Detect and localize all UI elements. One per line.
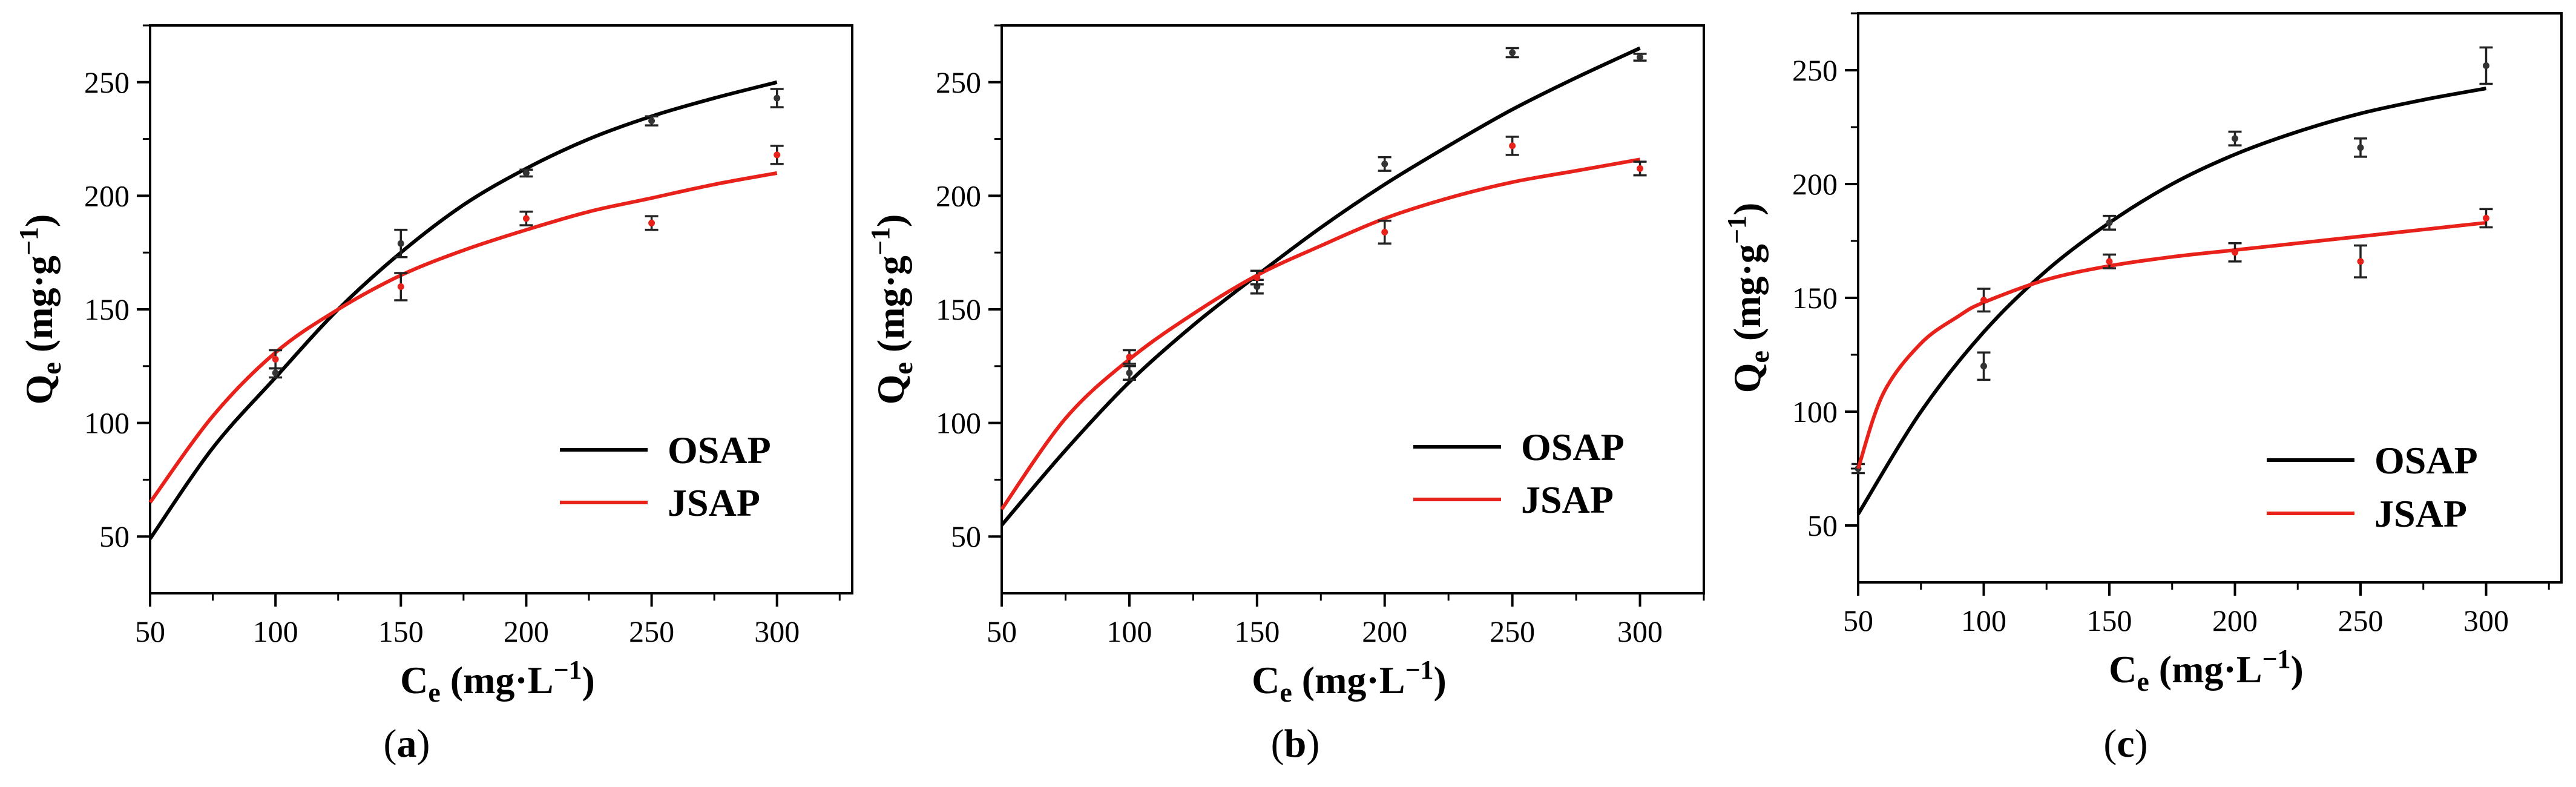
x-tick-label: 150 (2087, 604, 2132, 637)
legend-label-jsap: JSAP (1521, 478, 1614, 521)
legend-label-osap: OSAP (2374, 439, 2478, 482)
data-point-osap (1126, 369, 1133, 377)
x-axis-title: Ce (mg·L−1) (400, 655, 595, 708)
fit-line-osap (148, 80, 778, 540)
y-tick-label: 100 (936, 406, 981, 440)
data-point-jsap (1381, 228, 1388, 235)
data-point-osap (1637, 54, 1644, 61)
fit-line-osap (1000, 46, 1641, 527)
data-point-jsap (2357, 258, 2364, 265)
data-point-jsap (1254, 274, 1261, 281)
series-jsap (1000, 136, 1647, 510)
x-tick-label: 50 (1843, 604, 1873, 637)
chart-panel-b: 50 100 150 200 250 300 50 100 150 200 250 OSAP JSAP C… (866, 24, 1705, 766)
data-point-osap (397, 240, 404, 247)
x-tick-label: 200 (504, 614, 549, 648)
legend-label-osap: OSAP (668, 429, 771, 472)
y-axis-title: Qe (mg·g−1) (866, 214, 918, 405)
x-tick-label: 100 (1106, 614, 1152, 648)
x-axis-title: Ce (mg·L−1) (2109, 644, 2304, 697)
data-point-osap (648, 117, 656, 125)
fit-line-osap (1856, 87, 2487, 515)
data-point-osap (1381, 160, 1388, 168)
data-point-jsap (1126, 354, 1133, 361)
legend-label-jsap: JSAP (2374, 492, 2467, 535)
x-tick-label: 50 (135, 614, 165, 648)
fit-line-jsap (1856, 220, 2486, 469)
series-osap (148, 80, 784, 540)
y-tick-label: 50 (1807, 509, 1838, 542)
y-tick-label: 250 (936, 65, 981, 99)
series-osap (1852, 46, 2493, 515)
data-point-jsap (1637, 165, 1644, 172)
y-tick-label: 200 (1792, 167, 1838, 201)
panel-caption: (c) (2103, 722, 2147, 766)
y-tick-label: 50 (951, 519, 981, 553)
data-point-osap (522, 170, 530, 177)
y-axis-title: Qe (mg·g−1) (14, 214, 67, 405)
data-point-osap (2232, 135, 2238, 142)
x-tick-label: 300 (754, 614, 800, 648)
chart-panel-a: 50 100 150 200 250 300 50 100 150 200 250 OSAP JSAP C… (14, 24, 853, 766)
y-tick-label: 100 (84, 406, 130, 440)
x-tick-label: 150 (378, 614, 424, 648)
panel-caption: (b) (1271, 722, 1320, 766)
x-tick-label: 300 (1617, 614, 1663, 648)
data-point-osap (2483, 62, 2489, 69)
x-tick-label: 250 (2338, 604, 2384, 637)
series-jsap (148, 145, 784, 504)
data-point-jsap (1980, 297, 1987, 304)
panel-caption: (a) (384, 722, 430, 766)
data-point-jsap (774, 151, 781, 159)
x-tick-label: 150 (1234, 614, 1280, 648)
data-point-osap (774, 94, 781, 102)
x-tick-label: 200 (2212, 604, 2258, 637)
chart-panel-c: 50 100 150 200 250 300 50 100 150 200 250 OSAP JSAP C… (1722, 12, 2563, 766)
x-tick-label: 50 (987, 614, 1017, 648)
data-point-osap (1980, 363, 1987, 370)
x-tick-label: 250 (629, 614, 674, 648)
x-tick-label: 100 (253, 614, 298, 648)
data-point-jsap (2232, 249, 2238, 256)
data-point-osap (2106, 219, 2113, 226)
data-point-jsap (272, 356, 279, 363)
legend-label-jsap: JSAP (668, 481, 760, 524)
x-tick-label: 100 (1961, 604, 2006, 637)
y-tick-label: 250 (1792, 53, 1838, 87)
x-tick-label: 300 (2463, 604, 2509, 637)
data-point-jsap (2106, 258, 2113, 265)
y-tick-label: 100 (1792, 395, 1838, 429)
fit-line-jsap (1000, 157, 1641, 510)
data-point-jsap (1509, 142, 1516, 150)
y-tick-label: 150 (936, 292, 981, 326)
y-tick-label: 50 (99, 519, 130, 553)
y-tick-label: 200 (936, 179, 981, 212)
legend-label-osap: OSAP (1521, 426, 1625, 469)
y-axis-title: Qe (mg·g−1) (1722, 203, 1775, 394)
data-point-jsap (2483, 214, 2489, 222)
y-tick-label: 150 (84, 292, 130, 326)
data-point-jsap (522, 215, 530, 222)
fit-line-jsap (148, 171, 778, 504)
series-jsap (1856, 208, 2493, 469)
data-point-osap (2357, 144, 2364, 151)
y-tick-label: 250 (84, 65, 130, 99)
y-tick-label: 200 (84, 179, 130, 212)
data-point-jsap (397, 283, 404, 290)
data-point-jsap (648, 219, 656, 226)
data-point-osap (272, 369, 279, 377)
x-axis-title: Ce (mg·L−1) (1252, 655, 1447, 708)
x-tick-label: 250 (1490, 614, 1535, 648)
x-tick-label: 200 (1362, 614, 1407, 648)
data-point-osap (1509, 49, 1516, 56)
y-tick-label: 150 (1792, 281, 1838, 315)
